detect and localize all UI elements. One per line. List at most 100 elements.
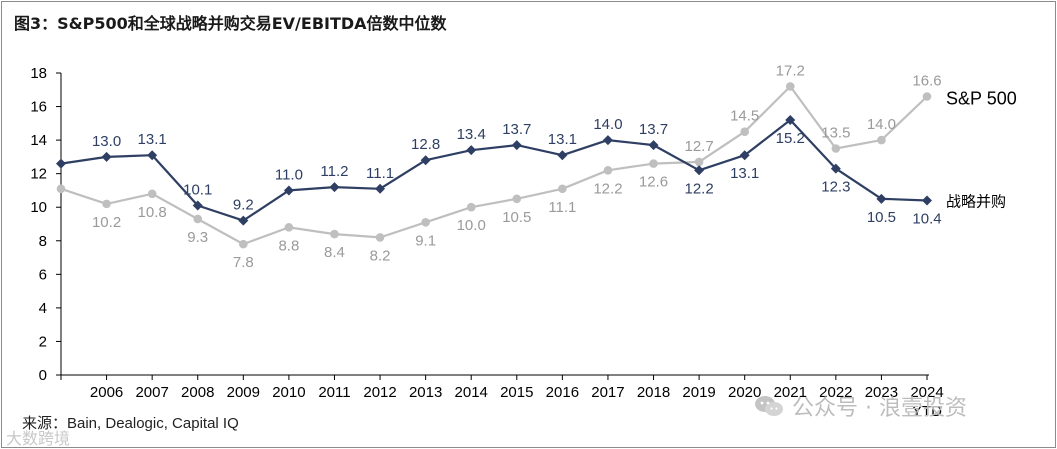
data-label-sp500: 11.1: [548, 199, 576, 216]
x-tick-label: 2010: [272, 384, 305, 401]
data-point: [284, 223, 294, 232]
data-label-sp500: 14.5: [730, 108, 759, 125]
data-point: [649, 159, 658, 168]
data-label-sp500: 8.8: [278, 237, 299, 254]
data-point: [694, 165, 705, 176]
data-point: [922, 92, 932, 101]
y-tick-label: 18: [30, 65, 47, 82]
data-label-strategic-ma: 13.1: [138, 131, 167, 148]
data-point: [512, 194, 522, 204]
data-point: [558, 184, 567, 194]
series-line-sp500: [60, 85, 928, 246]
data-point: [830, 163, 841, 174]
data-label-sp500: 12.7: [685, 138, 714, 155]
data-point: [330, 229, 339, 239]
y-tick-label: 16: [30, 99, 47, 116]
data-label-sp500: 14.0: [867, 116, 896, 133]
data-label-sp500: 17.2: [776, 62, 805, 79]
data-point: [511, 140, 522, 151]
watermark-right-text: 公众号 · 浪壹投资: [792, 396, 967, 421]
data-point: [648, 140, 659, 151]
data-label-strategic-ma: 10.4: [912, 211, 941, 228]
x-tick-label: 2011: [318, 384, 350, 401]
data-point: [831, 144, 841, 153]
x-tick-label: 2016: [546, 384, 579, 401]
data-point: [375, 183, 386, 194]
data-label-sp500: 10.8: [138, 204, 167, 221]
x-tick-label: 2022: [819, 384, 852, 401]
watermark-left: 大数跨境: [6, 429, 71, 448]
data-point: [603, 166, 613, 175]
data-point: [602, 135, 613, 146]
data-label-sp500: 10.5: [502, 209, 531, 226]
data-point: [102, 199, 111, 209]
x-tick-label: 2007: [135, 384, 168, 401]
data-label-strategic-ma: 10.5: [867, 209, 896, 226]
x-tick-label: 2006: [90, 384, 123, 401]
data-point: [147, 189, 157, 199]
x-tick-label: 2008: [181, 384, 214, 401]
data-label-sp500: 10.2: [92, 214, 121, 231]
data-point: [876, 193, 887, 204]
data-point: [193, 214, 203, 224]
data-label-sp500: 12.2: [593, 180, 622, 197]
data-label-strategic-ma: 11.2: [320, 163, 348, 180]
data-label-sp500: 7.8: [233, 254, 254, 271]
data-label-strategic-ma: 13.1: [730, 165, 759, 182]
data-point: [101, 151, 112, 162]
data-point: [375, 233, 385, 242]
data-label-strategic-ma: 13.4: [457, 126, 486, 143]
data-label-strategic-ma: 13.7: [502, 121, 531, 138]
x-tick-label: 2013: [409, 384, 442, 401]
data-label-strategic-ma: 11.0: [275, 166, 303, 183]
x-tick-label: 2019: [682, 384, 715, 401]
data-label-strategic-ma: 14.0: [593, 116, 622, 133]
x-tick-label: 2021: [774, 384, 807, 401]
data-label-strategic-ma: 13.1: [548, 131, 577, 148]
data-point: [466, 145, 477, 156]
data-label-strategic-ma: 15.2: [776, 130, 805, 147]
watermark-right: 公众号 · 浪壹投资: [754, 390, 967, 422]
series-line-strategic-ma: [60, 118, 928, 222]
data-point: [694, 157, 704, 167]
x-tick-sublabel: YTD: [912, 403, 942, 420]
data-label-sp500: 9.3: [187, 229, 208, 246]
data-point: [147, 150, 158, 161]
legend-label-sp500: S&P 500: [946, 88, 1017, 108]
x-tick-label: 2009: [227, 384, 260, 401]
data-label-sp500: 8.4: [324, 244, 345, 261]
data-point: [329, 182, 340, 193]
x-tick-label: 2015: [500, 384, 533, 401]
x-tick-label: 2020: [728, 384, 761, 401]
data-point: [192, 200, 203, 211]
data-point: [785, 82, 795, 91]
data-point: [466, 202, 476, 212]
data-point: [785, 114, 796, 125]
y-tick-label: 14: [30, 132, 47, 149]
source-note: 来源：Bain, Dealogic, Capital IQ: [22, 415, 239, 432]
data-label-strategic-ma: 12.3: [821, 179, 850, 196]
data-label-strategic-ma: 12.8: [411, 136, 440, 153]
wechat-icon: [755, 396, 783, 416]
data-label-strategic-ma: 11.1: [366, 165, 394, 182]
x-tick-label: 2023: [865, 384, 898, 401]
data-label-strategic-ma: 10.1: [183, 182, 212, 199]
x-tick-label: 2017: [591, 384, 624, 401]
y-tick-label: 6: [39, 266, 47, 283]
data-label-sp500: 8.2: [370, 247, 391, 264]
data-point: [739, 150, 750, 161]
data-label-sp500: 9.1: [415, 232, 436, 249]
data-label-strategic-ma: 9.2: [233, 197, 254, 214]
data-label-sp500: 13.5: [821, 125, 850, 142]
y-tick-label: 8: [39, 233, 47, 250]
data-label-sp500: 10.0: [457, 217, 486, 234]
data-point: [238, 215, 249, 226]
data-point: [877, 135, 886, 145]
y-tick-label: 12: [30, 166, 47, 183]
y-tick-label: 2: [39, 333, 47, 350]
data-point: [56, 184, 66, 194]
data-label-sp500: 16.6: [912, 72, 941, 89]
legend-label-strategic-ma: 战略并购: [946, 193, 1006, 211]
x-tick-label: 2012: [363, 384, 396, 401]
